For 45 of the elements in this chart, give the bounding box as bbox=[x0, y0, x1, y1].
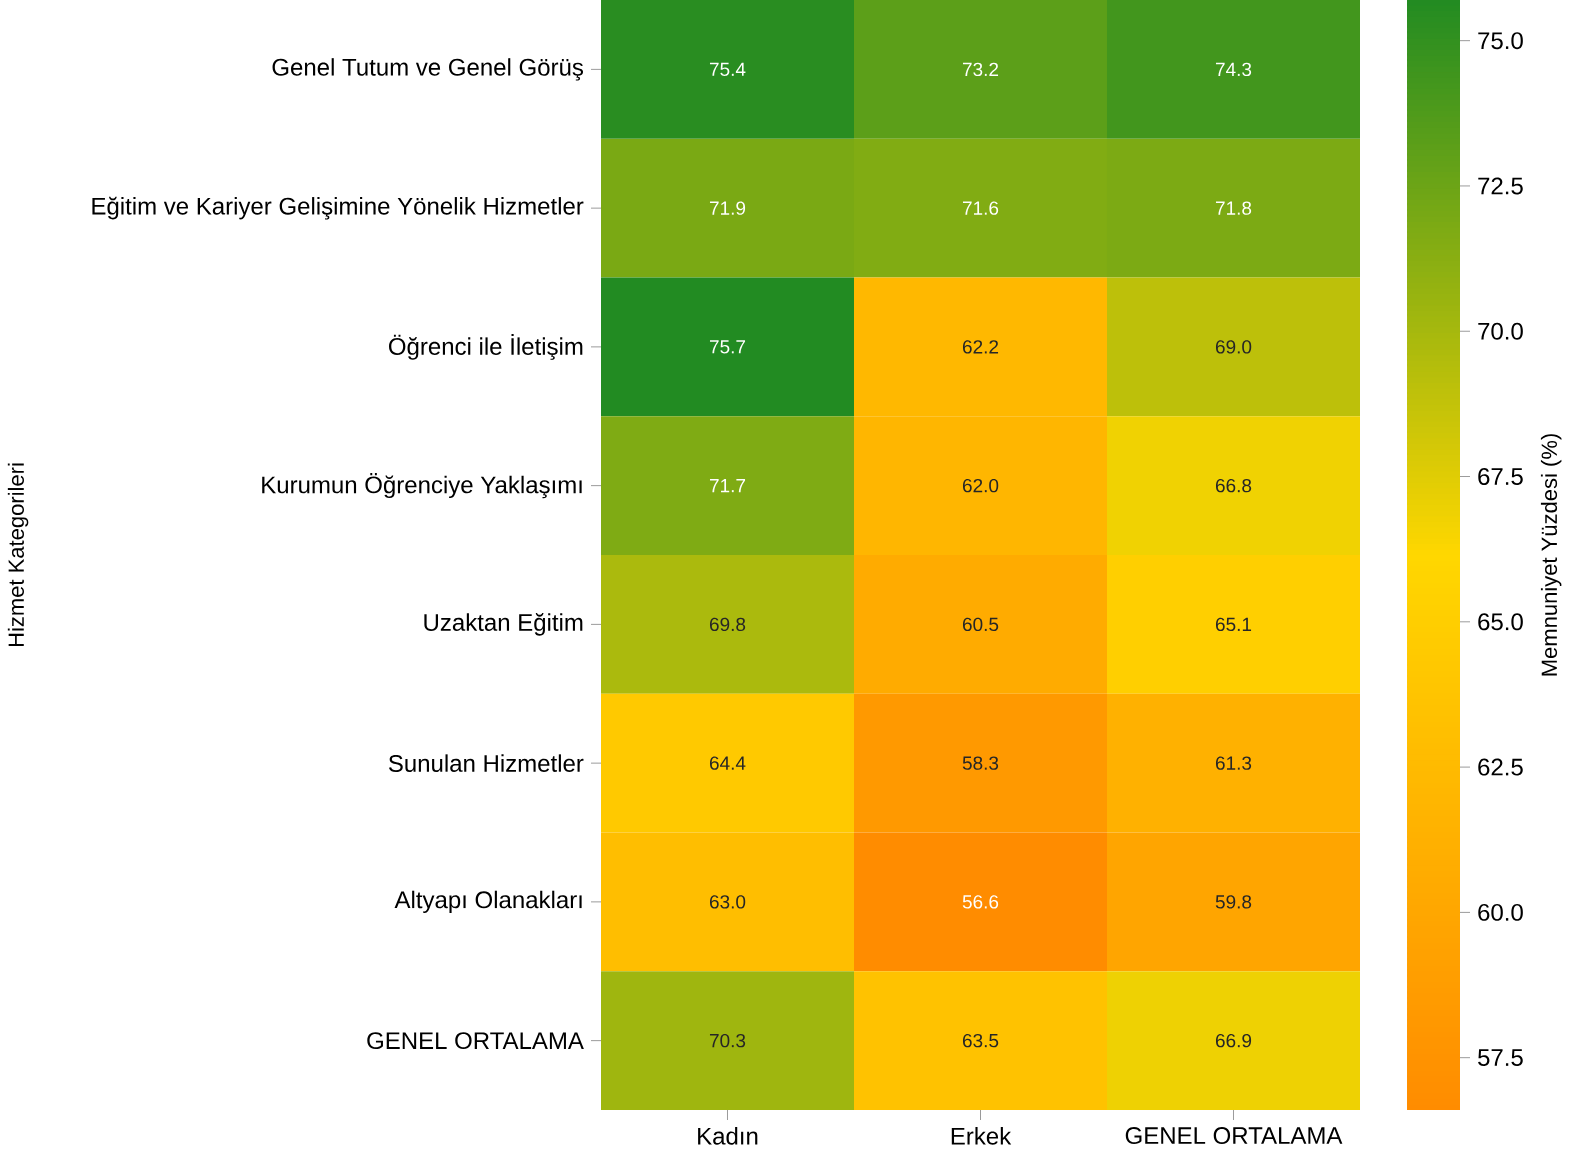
y-tick-label: Genel Tutum ve Genel Görüş bbox=[272, 58, 584, 81]
data-label: 66.9 bbox=[1215, 1033, 1252, 1048]
data-label: 63.5 bbox=[962, 1033, 999, 1048]
x-tick-label: Kadın bbox=[698, 1127, 758, 1145]
color-bar-label: 72.5 bbox=[1478, 177, 1523, 195]
data-label: 71.7 bbox=[709, 479, 746, 493]
data-label: 63.0 bbox=[709, 895, 746, 909]
data-label: 60.5 bbox=[962, 617, 999, 632]
data-label: 62.0 bbox=[962, 478, 999, 493]
color-bar-label: 75.0 bbox=[1478, 32, 1523, 50]
data-label: 65.1 bbox=[1215, 617, 1252, 632]
color-bar-label: 67.5 bbox=[1478, 468, 1523, 486]
data-label: 66.8 bbox=[1215, 478, 1252, 493]
data-label: 59.8 bbox=[1215, 895, 1252, 909]
data-label: 75.7 bbox=[709, 340, 746, 354]
color-bar-label: 57.5 bbox=[1478, 1049, 1523, 1067]
color-bar-label: 60.0 bbox=[1478, 903, 1523, 921]
data-label: 75.4 bbox=[709, 62, 746, 77]
data-label: 58.3 bbox=[962, 756, 999, 770]
x-tick-label: GENEL ORTALAMA bbox=[1125, 1127, 1343, 1145]
y-tick-label: Öğrenci ile İletişim bbox=[389, 333, 583, 360]
y-tick-label: Altyapı Olanakları bbox=[394, 890, 582, 914]
data-label: 70.3 bbox=[709, 1033, 746, 1048]
y-tick-label: Eğitim ve Kariyer Gelişimine Yönelik Hizmetler bbox=[92, 196, 584, 220]
color-bar-title: Memnuniyet Yüzdesi (%) bbox=[1540, 434, 1562, 676]
data-label: 71.6 bbox=[962, 201, 999, 215]
y-tick-label: GENEL ORTALAMA bbox=[367, 1032, 584, 1050]
data-label: 74.3 bbox=[1215, 62, 1252, 77]
y-tick-label: Sunulan Hizmetler bbox=[388, 754, 584, 772]
data-label: 61.3 bbox=[1215, 756, 1252, 770]
y-axis-title: Hizmet Kategorileri bbox=[7, 463, 29, 647]
data-label: 73.2 bbox=[962, 62, 999, 77]
color-bar-label: 70.0 bbox=[1478, 322, 1523, 340]
data-label: 64.4 bbox=[709, 756, 746, 770]
data-label: 71.8 bbox=[1215, 201, 1252, 215]
data-label: 56.6 bbox=[962, 895, 999, 909]
data-label: 71.9 bbox=[709, 201, 746, 215]
y-tick-label: Uzaktan Eğitim bbox=[424, 613, 583, 636]
color-bar-label: 62.5 bbox=[1478, 758, 1523, 776]
data-label: 69.0 bbox=[1215, 340, 1252, 354]
data-label: 62.2 bbox=[962, 340, 999, 354]
y-tick-label: Kurumun Öğrenciye Yaklaşımı bbox=[262, 473, 582, 499]
x-tick-label: Erkek bbox=[951, 1127, 1012, 1145]
data-label: 69.8 bbox=[709, 617, 746, 632]
color-bar-label: 65.0 bbox=[1478, 613, 1523, 631]
